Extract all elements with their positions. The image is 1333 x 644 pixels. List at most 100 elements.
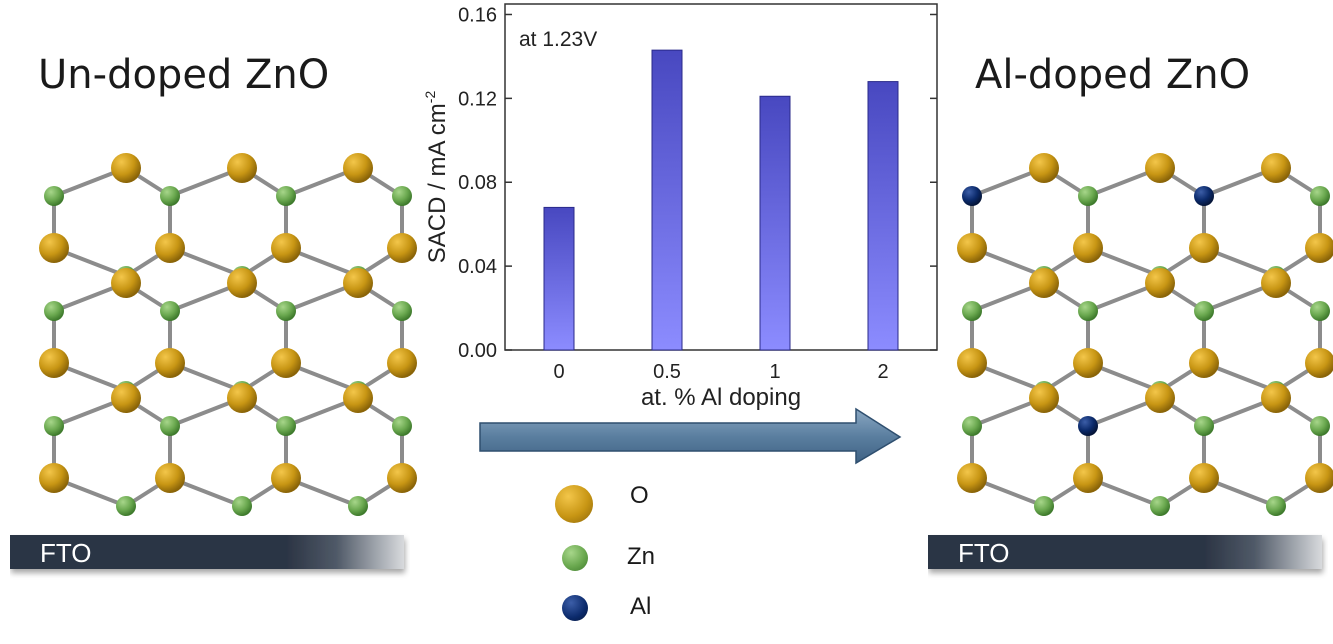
zinc-atom (44, 416, 64, 436)
oxygen-atom (387, 233, 417, 263)
doped-lattice-diagram (957, 153, 1333, 516)
y-tick-label: 0.04 (458, 256, 497, 278)
x-tick-label: 2 (877, 361, 888, 383)
bar (759, 95, 791, 351)
zinc-atom (160, 186, 180, 206)
oxygen-atom (1145, 383, 1175, 413)
zinc-atom (1194, 416, 1214, 436)
oxygen-atom (227, 268, 257, 298)
y-axis-label: SACD / mA cm-2 (422, 91, 451, 264)
oxygen-atom (155, 348, 185, 378)
y-tick-label: 0.16 (458, 4, 497, 26)
zinc-atom (44, 301, 64, 321)
oxygen-legend-icon (555, 485, 593, 523)
oxygen-atom (1189, 463, 1219, 493)
fto-label-left: FTO (40, 538, 92, 568)
oxygen-atom (1145, 153, 1175, 183)
bar (543, 206, 575, 351)
oxygen-atom (343, 383, 373, 413)
chart-annotation: at 1.23V (519, 28, 597, 51)
oxygen-atom (271, 348, 301, 378)
oxygen-atom (39, 463, 69, 493)
x-tick-label: 0.5 (653, 361, 681, 383)
oxygen-atom (155, 233, 185, 263)
zinc-atom (116, 496, 136, 516)
oxygen-atom (387, 463, 417, 493)
oxygen-atom (155, 463, 185, 493)
bar (867, 81, 899, 351)
fto-substrate-right (928, 535, 1322, 569)
zinc-atom (348, 496, 368, 516)
aluminum-atom (1078, 416, 1098, 436)
y-axis-label-exponent: -2 (422, 91, 438, 104)
oxygen-atom (957, 348, 987, 378)
zinc-atom (160, 301, 180, 321)
right-panel-title: Al-doped ZnO (975, 52, 1251, 98)
oxygen-atom (111, 383, 141, 413)
fto-label-right: FTO (958, 538, 1010, 568)
zinc-atom (1078, 186, 1098, 206)
oxygen-atom (1073, 348, 1103, 378)
zinc-atom (392, 416, 412, 436)
plot-frame (504, 3, 938, 351)
oxygen-atom (1145, 268, 1175, 298)
aluminum-atom (962, 186, 982, 206)
zinc-atom (1194, 301, 1214, 321)
x-tick-label: 0 (553, 361, 564, 383)
fto-substrate-left (10, 535, 404, 569)
zinc-atom (1078, 301, 1098, 321)
y-tick-label: 0.08 (458, 172, 497, 194)
oxygen-atom (39, 348, 69, 378)
zinc-atom (232, 496, 252, 516)
oxygen-atom (343, 153, 373, 183)
oxygen-atom (1305, 233, 1333, 263)
oxygen-atom (1189, 348, 1219, 378)
zinc-atom (1310, 301, 1330, 321)
oxygen-atom (1305, 463, 1333, 493)
x-tick-label: 1 (769, 361, 780, 383)
zinc-atom (392, 186, 412, 206)
y-tick-label: 0.12 (458, 88, 497, 110)
oxygen-atom (1029, 383, 1059, 413)
left-panel-title: Un-doped ZnO (38, 52, 330, 98)
zinc-atom (44, 186, 64, 206)
oxygen-atom (111, 153, 141, 183)
zinc-atom (1034, 496, 1054, 516)
oxygen-atom (1261, 153, 1291, 183)
x-axis-label: at. % Al doping (641, 384, 801, 411)
oxygen-atom (227, 383, 257, 413)
zinc-legend-label: Zn (627, 543, 656, 570)
oxygen-atom (343, 268, 373, 298)
oxygen-atom (1189, 233, 1219, 263)
zinc-legend-icon (562, 545, 588, 571)
zinc-atom (962, 301, 982, 321)
oxygen-atom (1261, 268, 1291, 298)
zinc-atom (1150, 496, 1170, 516)
oxygen-atom (1029, 153, 1059, 183)
oxygen-atom (39, 233, 69, 263)
zinc-atom (1266, 496, 1286, 516)
oxygen-atom (111, 268, 141, 298)
y-tick-label: 0.00 (458, 340, 497, 362)
right-arrow-icon (479, 407, 902, 465)
y-axis-label-main: SACD / mA cm (424, 103, 451, 263)
bar (651, 49, 683, 351)
zinc-atom (276, 186, 296, 206)
zinc-atom (276, 416, 296, 436)
zinc-atom (962, 416, 982, 436)
aluminum-legend-label: Al (630, 593, 652, 620)
oxygen-atom (387, 348, 417, 378)
oxygen-atom (957, 463, 987, 493)
oxygen-atom (1073, 463, 1103, 493)
zinc-atom (392, 301, 412, 321)
oxygen-legend-label: O (630, 482, 649, 509)
undoped-lattice-diagram (39, 153, 417, 516)
oxygen-atom (271, 463, 301, 493)
sacd-bar-chart: 0.00 0.04 0.08 0.12 0.16 0 0.5 1 2 at 1.23V at.… (422, 3, 938, 411)
oxygen-atom (957, 233, 987, 263)
oxygen-atom (1261, 383, 1291, 413)
zinc-atom (1310, 416, 1330, 436)
aluminum-atom (1194, 186, 1214, 206)
zinc-atom (1310, 186, 1330, 206)
zinc-atom (276, 301, 296, 321)
